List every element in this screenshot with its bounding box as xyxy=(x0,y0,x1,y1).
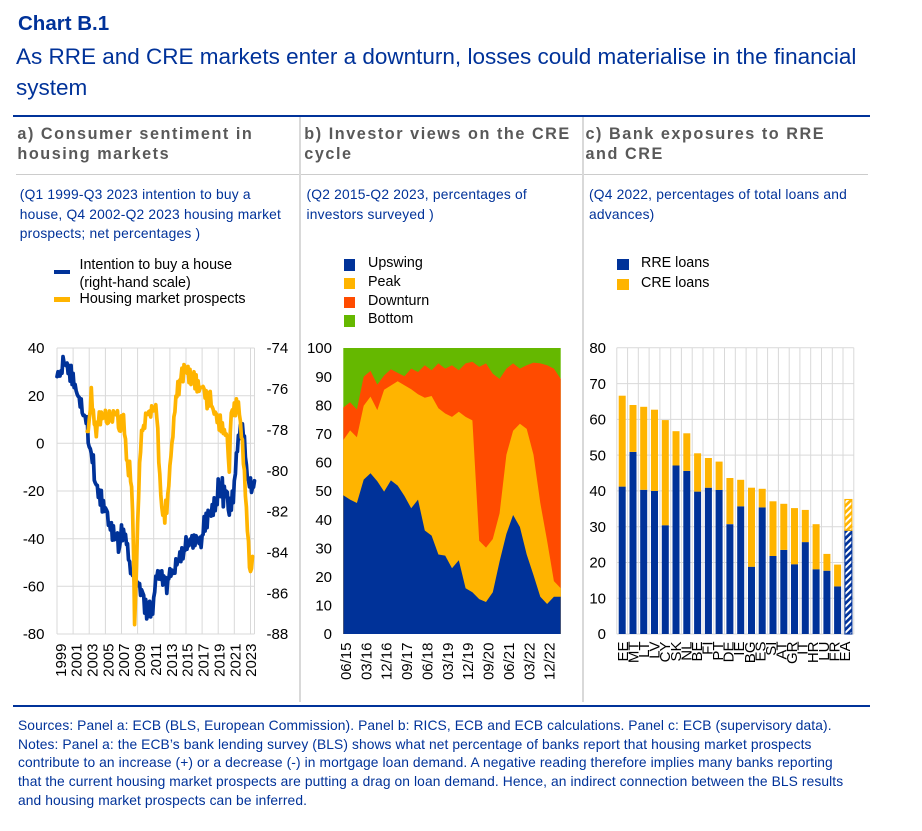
svg-text:AT: AT xyxy=(774,642,791,660)
svg-text:60: 60 xyxy=(589,412,606,429)
svg-text:90: 90 xyxy=(315,369,332,386)
svg-text:50: 50 xyxy=(589,447,606,464)
svg-text:2023: 2023 xyxy=(243,644,260,677)
svg-text:06/18: 06/18 xyxy=(419,643,436,681)
svg-text:06/15: 06/15 xyxy=(338,643,355,681)
svg-text:-60: -60 xyxy=(23,579,45,596)
svg-text:EA: EA xyxy=(837,642,854,662)
svg-text:-40: -40 xyxy=(23,531,45,548)
svg-text:03/19: 03/19 xyxy=(440,643,457,681)
svg-text:-86: -86 xyxy=(267,585,289,602)
svg-text:1999: 1999 xyxy=(53,644,70,677)
svg-text:2005: 2005 xyxy=(100,644,117,677)
svg-text:2011: 2011 xyxy=(148,644,165,676)
svg-text:10: 10 xyxy=(315,598,332,615)
svg-text:40: 40 xyxy=(28,340,45,357)
svg-text:2001: 2001 xyxy=(69,644,86,677)
svg-text:-20: -20 xyxy=(23,483,45,500)
svg-text:IE: IE xyxy=(731,642,748,656)
svg-text:12/16: 12/16 xyxy=(379,643,396,681)
svg-text:GR: GR xyxy=(784,641,801,664)
svg-text:HR: HR xyxy=(805,641,822,663)
svg-text:-84: -84 xyxy=(267,545,289,562)
svg-text:2013: 2013 xyxy=(164,644,181,677)
svg-text:2015: 2015 xyxy=(180,644,197,677)
svg-text:BG: BG xyxy=(742,642,759,664)
svg-text:2019: 2019 xyxy=(211,644,228,677)
svg-text:10: 10 xyxy=(589,590,606,607)
svg-text:2021: 2021 xyxy=(227,644,244,677)
svg-text:NL: NL xyxy=(678,642,695,661)
svg-text:0: 0 xyxy=(36,436,44,453)
svg-text:-78: -78 xyxy=(267,422,289,439)
svg-text:2009: 2009 xyxy=(132,644,149,677)
svg-text:70: 70 xyxy=(589,376,606,393)
svg-text:IT: IT xyxy=(795,642,812,655)
svg-text:PT: PT xyxy=(710,642,727,661)
svg-text:DE: DE xyxy=(721,642,738,663)
svg-text:-82: -82 xyxy=(267,504,289,521)
svg-text:-80: -80 xyxy=(267,463,289,480)
svg-text:12/22: 12/22 xyxy=(542,643,559,681)
svg-text:-74: -74 xyxy=(267,340,289,357)
svg-text:100: 100 xyxy=(307,340,332,357)
svg-text:30: 30 xyxy=(315,540,332,557)
svg-text:30: 30 xyxy=(589,519,606,536)
svg-text:20: 20 xyxy=(28,388,45,405)
svg-text:09/17: 09/17 xyxy=(399,643,416,681)
svg-text:60: 60 xyxy=(315,455,332,472)
svg-text:SI: SI xyxy=(763,642,780,656)
svg-text:ES: ES xyxy=(752,642,769,662)
svg-text:40: 40 xyxy=(589,483,606,500)
svg-text:-76: -76 xyxy=(267,381,289,398)
svg-text:2003: 2003 xyxy=(85,644,102,677)
svg-text:2007: 2007 xyxy=(116,644,133,677)
svg-text:09/20: 09/20 xyxy=(481,643,498,681)
svg-text:12/19: 12/19 xyxy=(460,643,477,681)
svg-text:0: 0 xyxy=(598,626,606,643)
svg-text:SK: SK xyxy=(668,642,685,662)
svg-text:40: 40 xyxy=(315,512,332,529)
svg-text:03/16: 03/16 xyxy=(358,643,375,681)
svg-text:20: 20 xyxy=(589,555,606,572)
svg-text:80: 80 xyxy=(589,340,606,357)
svg-text:70: 70 xyxy=(315,426,332,443)
svg-text:06/21: 06/21 xyxy=(501,643,518,681)
svg-text:LV: LV xyxy=(647,642,664,659)
svg-text:CY: CY xyxy=(657,642,674,663)
svg-text:FI: FI xyxy=(700,642,717,655)
svg-text:EE: EE xyxy=(615,642,632,662)
svg-text:-88: -88 xyxy=(267,626,289,643)
svg-text:2017: 2017 xyxy=(196,644,213,677)
svg-text:FR: FR xyxy=(826,641,843,661)
svg-text:LT: LT xyxy=(636,642,653,658)
svg-text:03/22: 03/22 xyxy=(521,643,538,681)
svg-text:50: 50 xyxy=(315,483,332,500)
svg-text:0: 0 xyxy=(324,626,332,643)
svg-text:-80: -80 xyxy=(23,626,45,643)
svg-text:MT: MT xyxy=(626,642,643,664)
svg-text:LU: LU xyxy=(816,642,833,661)
svg-text:20: 20 xyxy=(315,569,332,586)
svg-text:80: 80 xyxy=(315,397,332,414)
svg-text:BE: BE xyxy=(689,642,706,662)
